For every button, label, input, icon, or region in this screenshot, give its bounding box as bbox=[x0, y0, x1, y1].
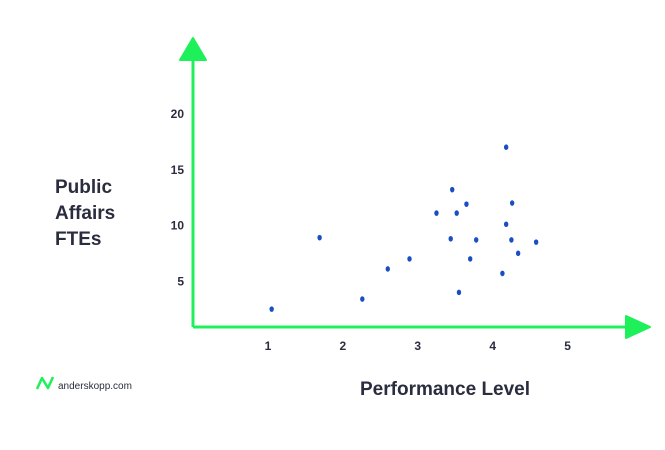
x-tick-label: 5 bbox=[564, 339, 571, 353]
y-tick-label: 10 bbox=[171, 219, 185, 233]
data-point bbox=[509, 200, 515, 206]
data-point bbox=[454, 210, 459, 216]
data-point bbox=[467, 256, 473, 262]
data-point bbox=[360, 296, 365, 302]
y-axis-title: Public Affairs FTEs bbox=[55, 177, 116, 250]
data-point bbox=[509, 237, 514, 243]
x-tick-label: 2 bbox=[339, 339, 346, 353]
data-point bbox=[500, 270, 505, 277]
data-point bbox=[450, 186, 455, 193]
x-tick-label: 4 bbox=[489, 339, 496, 353]
data-point bbox=[503, 144, 509, 151]
data-point bbox=[533, 239, 539, 245]
x-axis-title: Performance Level bbox=[360, 379, 531, 400]
x-tick-label: 3 bbox=[414, 339, 421, 353]
data-point bbox=[464, 201, 469, 207]
brand-text: anderskopp.com bbox=[58, 381, 132, 392]
data-point bbox=[434, 210, 439, 216]
brand-logo bbox=[35, 376, 55, 390]
x-tick-label: 1 bbox=[265, 339, 272, 353]
y-tick-label: 5 bbox=[177, 275, 184, 289]
data-point bbox=[407, 256, 412, 262]
data-point bbox=[385, 266, 390, 272]
data-point bbox=[473, 237, 479, 243]
x-axis-arrow bbox=[625, 315, 651, 339]
y-tick-label: 20 bbox=[171, 107, 185, 121]
y-tick-label: 15 bbox=[171, 163, 185, 177]
data-point bbox=[456, 289, 462, 296]
data-point bbox=[269, 306, 274, 312]
data-point bbox=[448, 235, 453, 242]
data-point bbox=[317, 234, 322, 241]
y-axis-arrow bbox=[179, 37, 207, 61]
data-point bbox=[515, 250, 521, 257]
data-point bbox=[503, 221, 509, 228]
